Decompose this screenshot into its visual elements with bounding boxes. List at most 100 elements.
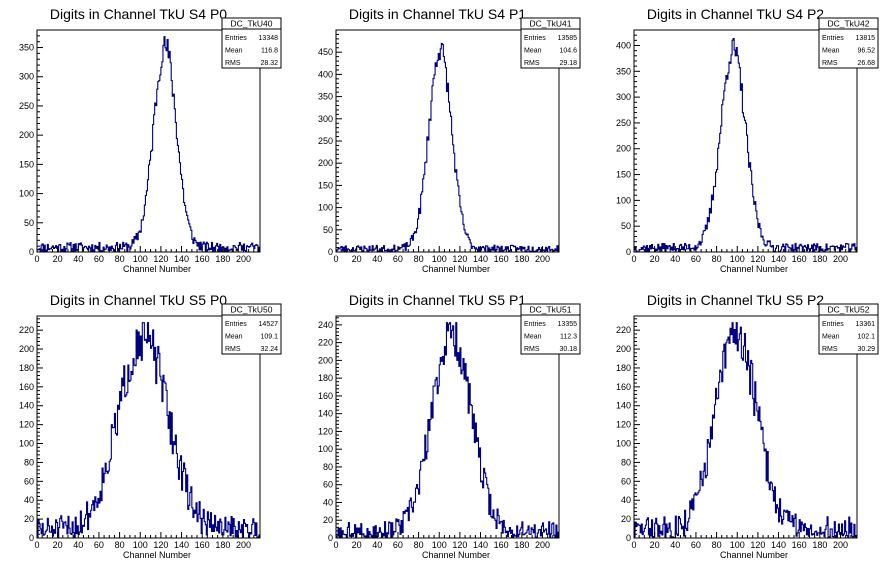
x-tick-label: 100 — [133, 254, 148, 264]
stats-value: 13361 — [856, 321, 876, 328]
x-tick-label: 40 — [372, 254, 382, 264]
x-tick-label: 40 — [670, 540, 680, 550]
stats-box: DC_TkU41 Entries 13585 Mean 104.6 RMS 29.18 — [520, 17, 581, 69]
x-tick-label: 160 — [195, 540, 210, 550]
stats-value: 14527 — [259, 321, 279, 328]
x-tick-label: 100 — [730, 254, 745, 264]
y-tick-label: 220 — [19, 325, 34, 335]
x-tick-label: 40 — [372, 540, 382, 550]
x-tick-label: 80 — [115, 254, 125, 264]
stats-name: DC_TkU50 — [230, 305, 272, 315]
chart-title: Digits in Channel TkU S4 P2 — [647, 6, 824, 22]
stats-label: Mean — [822, 48, 840, 55]
histogram-line — [336, 322, 559, 538]
x-tick-label: 0 — [333, 540, 338, 550]
y-tick-label: 40 — [323, 497, 333, 507]
stats-label: RMS — [225, 346, 241, 353]
stats-value: 13355 — [558, 321, 578, 328]
stats-label: Mean — [822, 334, 840, 341]
stats-value: 116.8 — [261, 48, 278, 55]
x-tick-label: 40 — [670, 254, 680, 264]
x-axis-label: Channel Number — [422, 264, 490, 274]
x-tick-label: 160 — [494, 540, 509, 550]
x-tick-label: 40 — [73, 540, 83, 550]
stats-box-frame — [221, 17, 282, 69]
y-tick-label: 40 — [24, 495, 34, 505]
y-tick-label: 100 — [19, 439, 34, 449]
y-tick-label: 250 — [318, 136, 333, 146]
x-tick-label: 180 — [215, 254, 230, 264]
histogram-pad: Digits in Channel TkU S4 P0 0 20 40 60 80 100 1… — [19, 6, 282, 274]
x-tick-label: 100 — [432, 540, 447, 550]
stats-label: RMS — [822, 60, 838, 67]
x-tick-label: 140 — [771, 540, 786, 550]
plot-frame — [36, 315, 261, 539]
y-tick-label: 40 — [621, 495, 631, 505]
x-tick-label: 60 — [94, 540, 104, 550]
stats-value: 30.29 — [857, 346, 875, 353]
stats-label: Entries — [225, 35, 247, 42]
x-tick-label: 160 — [494, 254, 509, 264]
y-tick-label: 140 — [318, 409, 333, 419]
stats-value: 13815 — [856, 35, 876, 42]
plot-frame — [335, 315, 560, 539]
stats-box-frame — [520, 303, 581, 355]
y-tick-label: 450 — [318, 47, 333, 57]
stats-box-frame — [221, 303, 282, 355]
x-axis-label: Channel Number — [123, 264, 191, 274]
stats-box-frame — [520, 17, 581, 69]
x-tick-label: 120 — [750, 254, 765, 264]
x-tick-label: 180 — [514, 254, 529, 264]
y-tick-label: 300 — [318, 114, 333, 124]
histogram-pad: Digits in Channel TkU S5 P2 0 20 40 60 80 100 1… — [616, 292, 879, 560]
y-tick-label: 200 — [616, 344, 631, 354]
x-tick-label: 180 — [215, 540, 230, 550]
x-tick-label: 20 — [352, 540, 362, 550]
x-axis-label: Channel Number — [720, 264, 788, 274]
histogram-line — [336, 42, 559, 252]
stats-label: Mean — [225, 334, 243, 341]
y-tick-label: 50 — [24, 218, 34, 228]
stats-value: 109.1 — [260, 334, 278, 341]
x-tick-label: 100 — [730, 540, 745, 550]
y-tick-label: 200 — [19, 130, 34, 140]
stats-value: 13348 — [259, 35, 279, 42]
y-tick-label: 220 — [616, 325, 631, 335]
stats-value: 96.52 — [857, 48, 875, 55]
stats-label: Entries — [822, 35, 844, 42]
x-tick-label: 120 — [153, 540, 168, 550]
x-axis-label: Channel Number — [422, 550, 490, 560]
y-tick-label: 400 — [616, 40, 631, 50]
x-tick-label: 200 — [236, 540, 251, 550]
chart-title: Digits in Channel TkU S5 P1 — [349, 292, 526, 308]
stats-box: DC_TkU51 Entries 13355 Mean 112.3 RMS 30.18 — [520, 303, 581, 355]
x-tick-label: 80 — [414, 254, 424, 264]
y-tick-label: 400 — [318, 69, 333, 79]
y-tick-label: 140 — [19, 401, 34, 411]
x-tick-label: 160 — [792, 254, 807, 264]
stats-label: RMS — [225, 60, 241, 67]
x-tick-label: 180 — [812, 540, 827, 550]
y-tick-label: 60 — [621, 476, 631, 486]
x-tick-label: 80 — [712, 540, 722, 550]
x-tick-label: 140 — [174, 540, 189, 550]
y-tick-label: 120 — [19, 420, 34, 430]
stats-value: 30.18 — [559, 346, 577, 353]
x-tick-label: 20 — [650, 254, 660, 264]
x-tick-label: 140 — [771, 254, 786, 264]
y-tick-label: 250 — [19, 101, 34, 111]
y-tick-label: 300 — [616, 92, 631, 102]
plot-frame — [633, 315, 858, 539]
y-tick-label: 0 — [626, 533, 631, 543]
stats-label: RMS — [524, 346, 540, 353]
stats-value: 32.24 — [260, 346, 278, 353]
chart-title: Digits in Channel TkU S5 P2 — [647, 292, 824, 308]
y-tick-label: 0 — [626, 247, 631, 257]
x-tick-label: 180 — [514, 540, 529, 550]
y-tick-label: 160 — [318, 391, 333, 401]
y-tick-label: 150 — [616, 170, 631, 180]
y-tick-label: 100 — [318, 203, 333, 213]
y-tick-label: 150 — [318, 180, 333, 190]
y-tick-label: 180 — [318, 373, 333, 383]
